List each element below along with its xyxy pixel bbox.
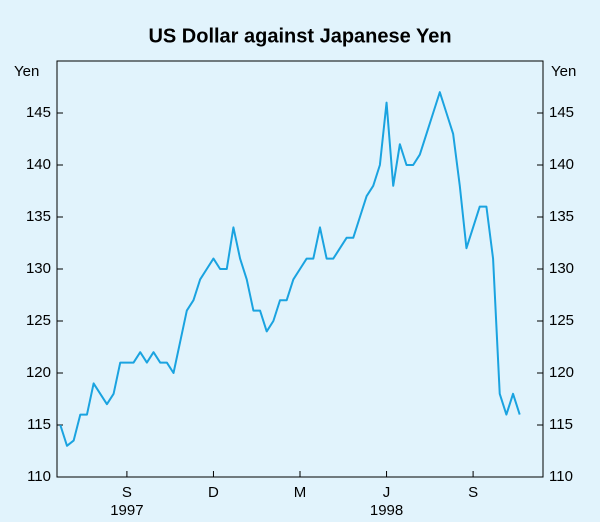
y-tick-label: 115 (27, 416, 51, 433)
y2-tick-label: 125 (549, 312, 574, 329)
y-tick-label: 135 (26, 208, 51, 225)
y2-tick-label: 135 (549, 208, 574, 225)
y2-tick-label: 110 (549, 468, 573, 485)
y-axis-label: Yen (14, 63, 39, 80)
y-tick-label: 120 (26, 364, 51, 381)
y-tick-label: 125 (26, 312, 51, 329)
y2-tick-label: 115 (549, 416, 573, 433)
y-tick-label: 140 (26, 156, 51, 173)
y2-tick-label: 130 (549, 260, 574, 277)
y-tick-label: 110 (27, 468, 51, 485)
y2-tick-label: 140 (549, 156, 574, 173)
x-tick-label: M (294, 484, 307, 501)
x-tick-label: S (122, 484, 132, 501)
y2-tick-label: 120 (549, 364, 574, 381)
y-tick-label: 145 (26, 104, 51, 121)
x-tick-label: J (383, 484, 391, 501)
x-year-label: 1997 (110, 502, 143, 519)
y2-axis-label: Yen (551, 63, 576, 80)
x-tick-label: D (208, 484, 219, 501)
y-tick-label: 130 (26, 260, 51, 277)
x-year-label: 1998 (370, 502, 403, 519)
series-line (59, 91, 521, 447)
y2-tick-label: 145 (549, 104, 574, 121)
x-tick-label: S (468, 484, 478, 501)
chart-title: US Dollar against Japanese Yen (148, 25, 451, 47)
